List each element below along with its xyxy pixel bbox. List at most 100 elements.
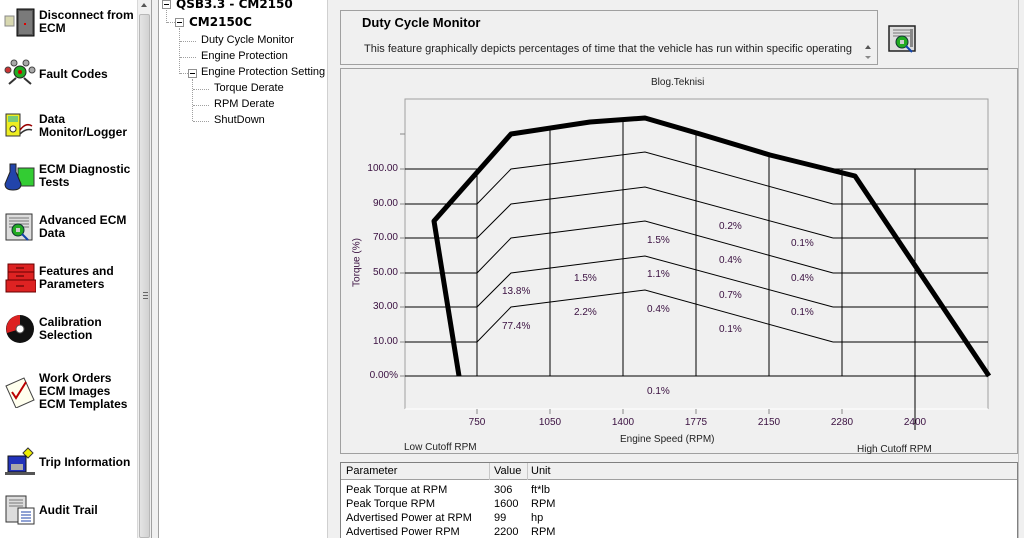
cell-label: 13.8% (502, 286, 531, 297)
column-header-value[interactable]: Value (494, 465, 522, 477)
cell-label: 0.1% (719, 324, 742, 335)
scroll-up-arrow-icon[interactable] (141, 3, 147, 7)
cell-label: 2.2% (574, 307, 597, 318)
nav-label: Advanced ECM Data (39, 213, 127, 240)
nav-label: Calibration Selection (39, 315, 102, 342)
table-row[interactable]: Advertised Power RPM 2200 RPM (341, 526, 1017, 538)
param-name: Advertised Power RPM (346, 526, 460, 538)
panel-splitter[interactable] (151, 0, 159, 538)
tree-root-node[interactable]: QSB3.3 - CM2150 (176, 0, 293, 11)
parameter-table: Parameter Value Unit Peak Torque at RPM … (340, 462, 1018, 538)
nav-work-orders[interactable]: Work Orders ECM Images ECM Templates (4, 372, 136, 411)
x-tick-label: 1050 (538, 417, 562, 428)
x-tick-label: 2400 (903, 417, 927, 428)
tree-node-engine-protection[interactable]: Engine Protection (201, 50, 288, 62)
nav-fault-codes[interactable]: Fault Codes (4, 58, 136, 90)
param-value: 2200 (494, 526, 519, 538)
grip-icon (143, 292, 148, 299)
feature-description: This feature graphically depicts percent… (364, 43, 852, 55)
nav-label: Data Monitor/Logger (39, 112, 127, 139)
data-monitor-icon (5, 113, 33, 137)
table-row[interactable]: Peak Torque at RPM 306 ft*lb (341, 484, 1017, 498)
feature-header: Duty Cycle Monitor This feature graphica… (340, 10, 878, 65)
disc-icon (6, 315, 34, 343)
param-unit: hp (531, 512, 544, 524)
cell-label: 0.4% (791, 273, 814, 284)
column-header-parameter[interactable]: Parameter (346, 465, 398, 477)
param-value: 306 (494, 484, 513, 496)
nav-audit-trail[interactable]: Audit Trail (4, 494, 136, 526)
nav-advanced-ecm-data[interactable]: Advanced ECM Data (4, 211, 136, 243)
cell-label: 0.4% (719, 255, 742, 266)
collapse-icon[interactable] (162, 0, 171, 9)
tree-node-engine-protection-setting[interactable]: Engine Protection Setting (201, 66, 326, 78)
table-row[interactable]: Advertised Power at RPM 99 hp (341, 512, 1017, 526)
column-divider[interactable] (489, 463, 490, 480)
scroll-down-arrow-icon[interactable] (865, 56, 871, 59)
tree-node-shutdown[interactable]: ShutDown (214, 114, 265, 126)
y-tick-label: 30.00 (372, 301, 398, 312)
ecm-data-icon[interactable] (888, 25, 918, 53)
cell-label: 0.7% (719, 290, 742, 301)
nav-disconnect-ecm[interactable]: Disconnect from ECM (4, 6, 136, 38)
high-cutoff-label: High Cutoff RPM (857, 444, 932, 455)
param-name: Peak Torque at RPM (346, 484, 448, 496)
nav-ecm-diagnostic-tests[interactable]: ECM Diagnostic Tests (4, 160, 136, 192)
y-tick-label: 90.00 (372, 198, 398, 209)
cell-label: 1.5% (574, 273, 597, 284)
flask-icon (4, 163, 35, 191)
nav-trip-information[interactable]: Trip Information (4, 446, 136, 478)
cell-label: 1.5% (647, 235, 670, 246)
param-unit: RPM (531, 526, 556, 538)
y-axis-title: Torque (%) (351, 238, 363, 287)
x-axis-title: Engine Speed (RPM) (620, 434, 715, 445)
tree-line (180, 57, 196, 58)
scroll-up-arrow-icon[interactable] (865, 45, 871, 49)
column-divider[interactable] (527, 463, 528, 480)
nav-label: Work Orders ECM Images ECM Templates (39, 371, 128, 411)
column-header-unit[interactable]: Unit (531, 465, 551, 477)
tree-line (179, 28, 180, 74)
tree-node-rpm-derate[interactable]: RPM Derate (214, 98, 275, 110)
description-scrollbar[interactable] (861, 41, 875, 63)
collapse-icon[interactable] (188, 69, 197, 78)
nav-label: Fault Codes (39, 66, 108, 81)
nav-data-monitor[interactable]: Data Monitor/Logger (4, 110, 136, 142)
nav-calibration-selection[interactable]: Calibration Selection (4, 313, 136, 345)
duty-cycle-chart-panel (340, 68, 1018, 454)
tree-module-node[interactable]: CM2150C (189, 15, 252, 29)
param-value: 99 (494, 512, 507, 524)
x-tick-label: 750 (468, 417, 486, 428)
fault-codes-icon (4, 59, 36, 85)
cell-label: 0.4% (647, 304, 670, 315)
nav-label: Audit Trail (39, 502, 98, 517)
x-tick-label: 1400 (611, 417, 635, 428)
table-header: Parameter Value Unit (341, 463, 1017, 480)
nav-features-parameters[interactable]: Features and Parameters (4, 262, 136, 294)
truck-icon (5, 447, 35, 475)
work-orders-icon (5, 376, 35, 408)
table-row[interactable]: Peak Torque RPM 1600 RPM (341, 498, 1017, 512)
tree-node-torque-derate[interactable]: Torque Derate (214, 82, 284, 94)
param-unit: ft*lb (531, 484, 550, 496)
tree-line (193, 105, 209, 106)
x-tick-label: 1775 (684, 417, 708, 428)
tree-line (192, 79, 193, 121)
nav-label: ECM Diagnostic Tests (39, 162, 131, 189)
x-tick-label: 2280 (830, 417, 854, 428)
chart-title: Blog.Teknisi (651, 77, 705, 88)
param-name: Advertised Power at RPM (346, 512, 472, 524)
y-tick-label: 10.00 (372, 336, 398, 347)
tree-node-duty-cycle-monitor[interactable]: Duty Cycle Monitor (201, 34, 294, 46)
module-tree: QSB3.3 - CM2150 CM2150C Duty Cycle Monit… (159, 0, 328, 538)
y-tick-label: 70.00 (372, 232, 398, 243)
nav-scrollbar[interactable] (137, 0, 151, 538)
cell-label: 0.1% (791, 307, 814, 318)
advanced-ecm-icon (5, 213, 33, 241)
tree-line (166, 10, 167, 23)
collapse-icon[interactable] (175, 18, 184, 27)
cell-label: 0.1% (647, 386, 670, 397)
tree-line (193, 121, 209, 122)
